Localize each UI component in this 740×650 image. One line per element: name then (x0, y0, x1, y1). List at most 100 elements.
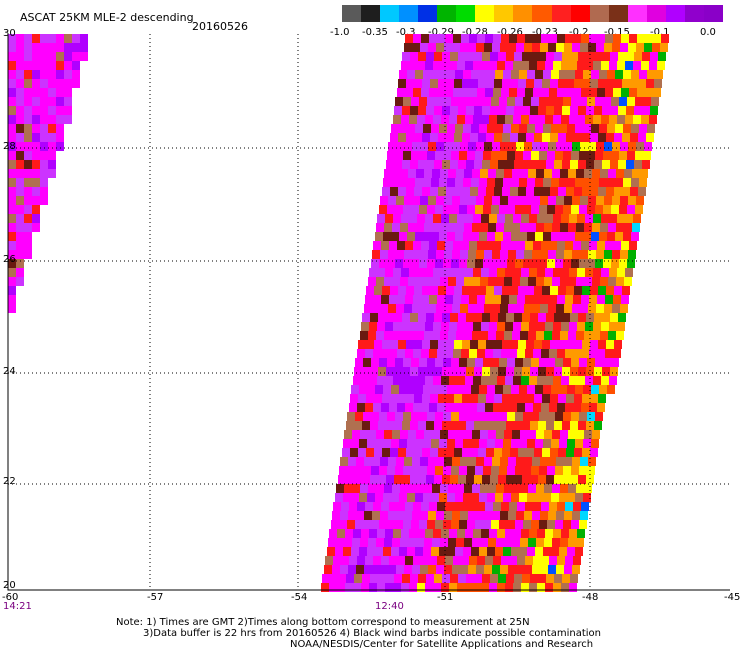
colorbar-segment (418, 5, 438, 22)
swath-cell (437, 403, 445, 412)
swath-cell (424, 331, 432, 340)
swath-cell (531, 466, 539, 475)
swath-cell (504, 331, 512, 340)
swath-cell (502, 340, 510, 349)
swath-cell (411, 520, 419, 529)
swath-cell (564, 142, 572, 151)
swath-cell (646, 79, 654, 88)
swath-cell (537, 268, 545, 277)
swath-cell (481, 583, 489, 592)
swath-cell (381, 556, 389, 565)
swath-cell (518, 79, 526, 88)
swath-cell (548, 250, 556, 259)
swath-cell (444, 142, 452, 151)
swath-cell (601, 322, 609, 331)
swath-cell (446, 340, 454, 349)
swath-cell (437, 295, 445, 304)
swath-cell (417, 529, 425, 538)
swath-cell (490, 160, 498, 169)
swath-cell (516, 142, 524, 151)
swath-cell (403, 97, 411, 106)
swath-cell (386, 313, 394, 322)
swath-cell (56, 133, 64, 142)
swath-cell (589, 295, 597, 304)
swath-cell (645, 34, 653, 43)
swath-cell (351, 547, 359, 556)
swath-cell (359, 493, 367, 502)
swath-cell (40, 187, 48, 196)
swath-cell (56, 52, 64, 61)
swath-cell (595, 259, 603, 268)
swath-cell (585, 214, 593, 223)
swath-cell (639, 124, 647, 133)
swath-cell (466, 574, 474, 583)
swath-cell (397, 403, 405, 412)
swath-cell (451, 97, 459, 106)
swath-cell (438, 394, 446, 403)
swath-cell (447, 439, 455, 448)
swath-cell (465, 268, 473, 277)
swath-cell (573, 349, 581, 358)
swath-cell (362, 421, 370, 430)
swath-cell (510, 394, 518, 403)
swath-cell (340, 511, 348, 520)
swath-cell (8, 52, 16, 61)
swath-cell (569, 214, 577, 223)
swath-cell (497, 214, 505, 223)
swath-cell (621, 34, 629, 43)
swath-cell (630, 187, 638, 196)
swath-cell (344, 484, 352, 493)
swath-cell (416, 169, 424, 178)
swath-cell (8, 115, 16, 124)
swath-cell (517, 88, 525, 97)
swath-cell (571, 205, 579, 214)
swath-cell (378, 313, 386, 322)
swath-cell (594, 160, 602, 169)
swath-cell (561, 583, 569, 592)
swath-cell (388, 511, 396, 520)
swath-cell (515, 412, 523, 421)
swath-cell (16, 160, 24, 169)
swath-cell (381, 349, 389, 358)
swath-cell (533, 349, 541, 358)
swath-cell (557, 403, 565, 412)
swath-cell (445, 241, 453, 250)
swath-cell (409, 61, 417, 70)
swath-cell (470, 448, 478, 457)
swath-cell (466, 313, 474, 322)
swath-cell (503, 232, 511, 241)
swath-cell (529, 376, 537, 385)
swath-cell (581, 349, 589, 358)
swath-cell (523, 205, 531, 214)
swath-cell (531, 412, 539, 421)
swath-cell (512, 331, 520, 340)
swath-cell (355, 466, 363, 475)
swath-cell (503, 547, 511, 556)
swath-cell (492, 142, 500, 151)
swath-cell (527, 493, 535, 502)
swath-cell (580, 304, 588, 313)
swath-cell (481, 529, 489, 538)
swath-cell (522, 106, 530, 115)
swath-cell (489, 115, 497, 124)
swath-cell (449, 322, 457, 331)
swath-cell (8, 223, 16, 232)
swath-cell (430, 187, 438, 196)
swath-cell (389, 403, 397, 412)
swath-cell (484, 565, 492, 574)
swath-cell (426, 421, 434, 430)
swath-cell (467, 358, 475, 367)
swath-cell (513, 376, 521, 385)
swath-cell (544, 277, 552, 286)
swath-cell (605, 295, 613, 304)
swath-cell (439, 439, 447, 448)
swath-cell (457, 115, 465, 124)
swath-cell (473, 214, 481, 223)
swath-cell (456, 223, 464, 232)
swath-cell (8, 70, 16, 79)
swath-cell (542, 133, 550, 142)
swath-cell (490, 475, 498, 484)
swath-cell (606, 133, 614, 142)
swath-cell (478, 448, 486, 457)
swath-cell (578, 475, 586, 484)
